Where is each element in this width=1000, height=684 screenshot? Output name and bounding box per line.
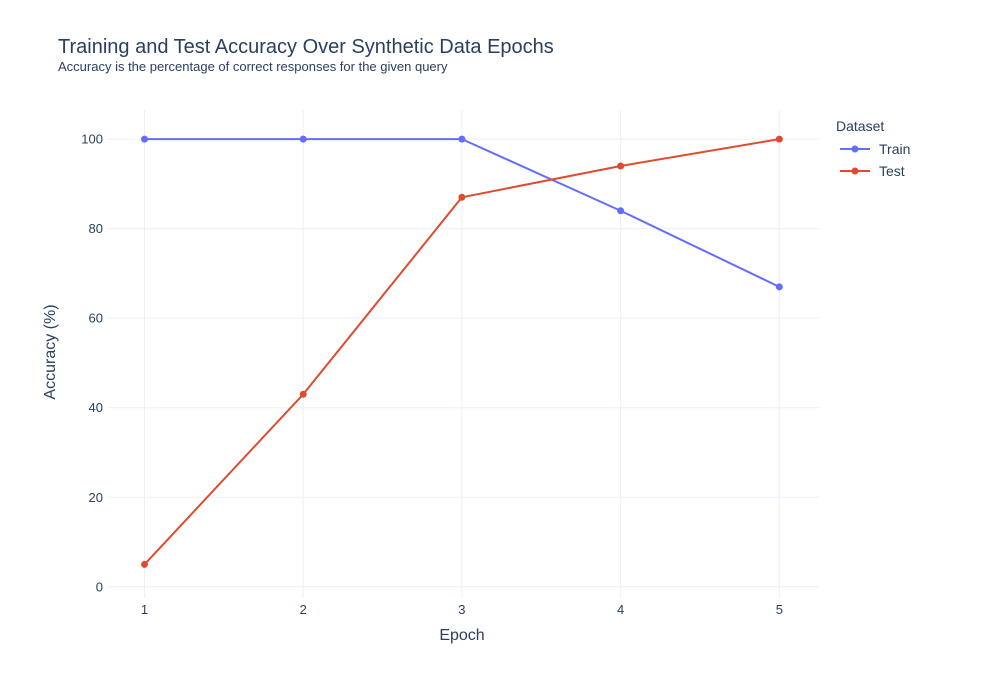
x-tick-label: 2 bbox=[300, 602, 307, 617]
plot-area bbox=[141, 135, 783, 568]
legend-item-train[interactable]: Train bbox=[840, 141, 910, 157]
data-point-train[interactable] bbox=[775, 283, 783, 291]
data-point-train[interactable] bbox=[617, 207, 625, 215]
data-point-test[interactable] bbox=[141, 560, 149, 568]
data-point-train[interactable] bbox=[299, 135, 307, 143]
legend: Dataset Train Test bbox=[836, 118, 910, 179]
x-tick-label: 1 bbox=[141, 602, 148, 617]
legend-title: Dataset bbox=[836, 118, 884, 134]
data-point-test[interactable] bbox=[458, 193, 466, 201]
data-point-test[interactable] bbox=[617, 162, 625, 170]
axes: 1 2 3 4 5 0 20 40 60 80 100 bbox=[81, 132, 783, 617]
chart-subtitle: Accuracy is the percentage of correct re… bbox=[58, 59, 448, 74]
y-tick-label: 60 bbox=[89, 311, 103, 326]
legend-swatch-marker bbox=[851, 145, 859, 153]
legend-item-test[interactable]: Test bbox=[840, 163, 905, 179]
y-tick-label: 40 bbox=[89, 400, 103, 415]
legend-swatch-marker bbox=[851, 167, 859, 175]
y-tick-label: 80 bbox=[89, 221, 103, 236]
x-tick-label: 3 bbox=[458, 602, 465, 617]
x-tick-label: 4 bbox=[617, 602, 624, 617]
data-point-train[interactable] bbox=[141, 135, 149, 143]
x-tick-label: 5 bbox=[776, 602, 783, 617]
legend-label: Test bbox=[879, 163, 905, 179]
y-tick-label: 0 bbox=[96, 579, 103, 594]
data-point-test[interactable] bbox=[299, 390, 307, 398]
legend-label: Train bbox=[879, 141, 910, 157]
chart-title: Training and Test Accuracy Over Syntheti… bbox=[58, 36, 554, 58]
x-axis-title: Epoch bbox=[439, 627, 484, 644]
y-tick-label: 100 bbox=[81, 132, 103, 147]
data-point-train[interactable] bbox=[458, 135, 466, 143]
data-point-test[interactable] bbox=[775, 135, 783, 143]
y-tick-label: 20 bbox=[89, 490, 103, 505]
y-axis-title: Accuracy (%) bbox=[42, 304, 59, 399]
